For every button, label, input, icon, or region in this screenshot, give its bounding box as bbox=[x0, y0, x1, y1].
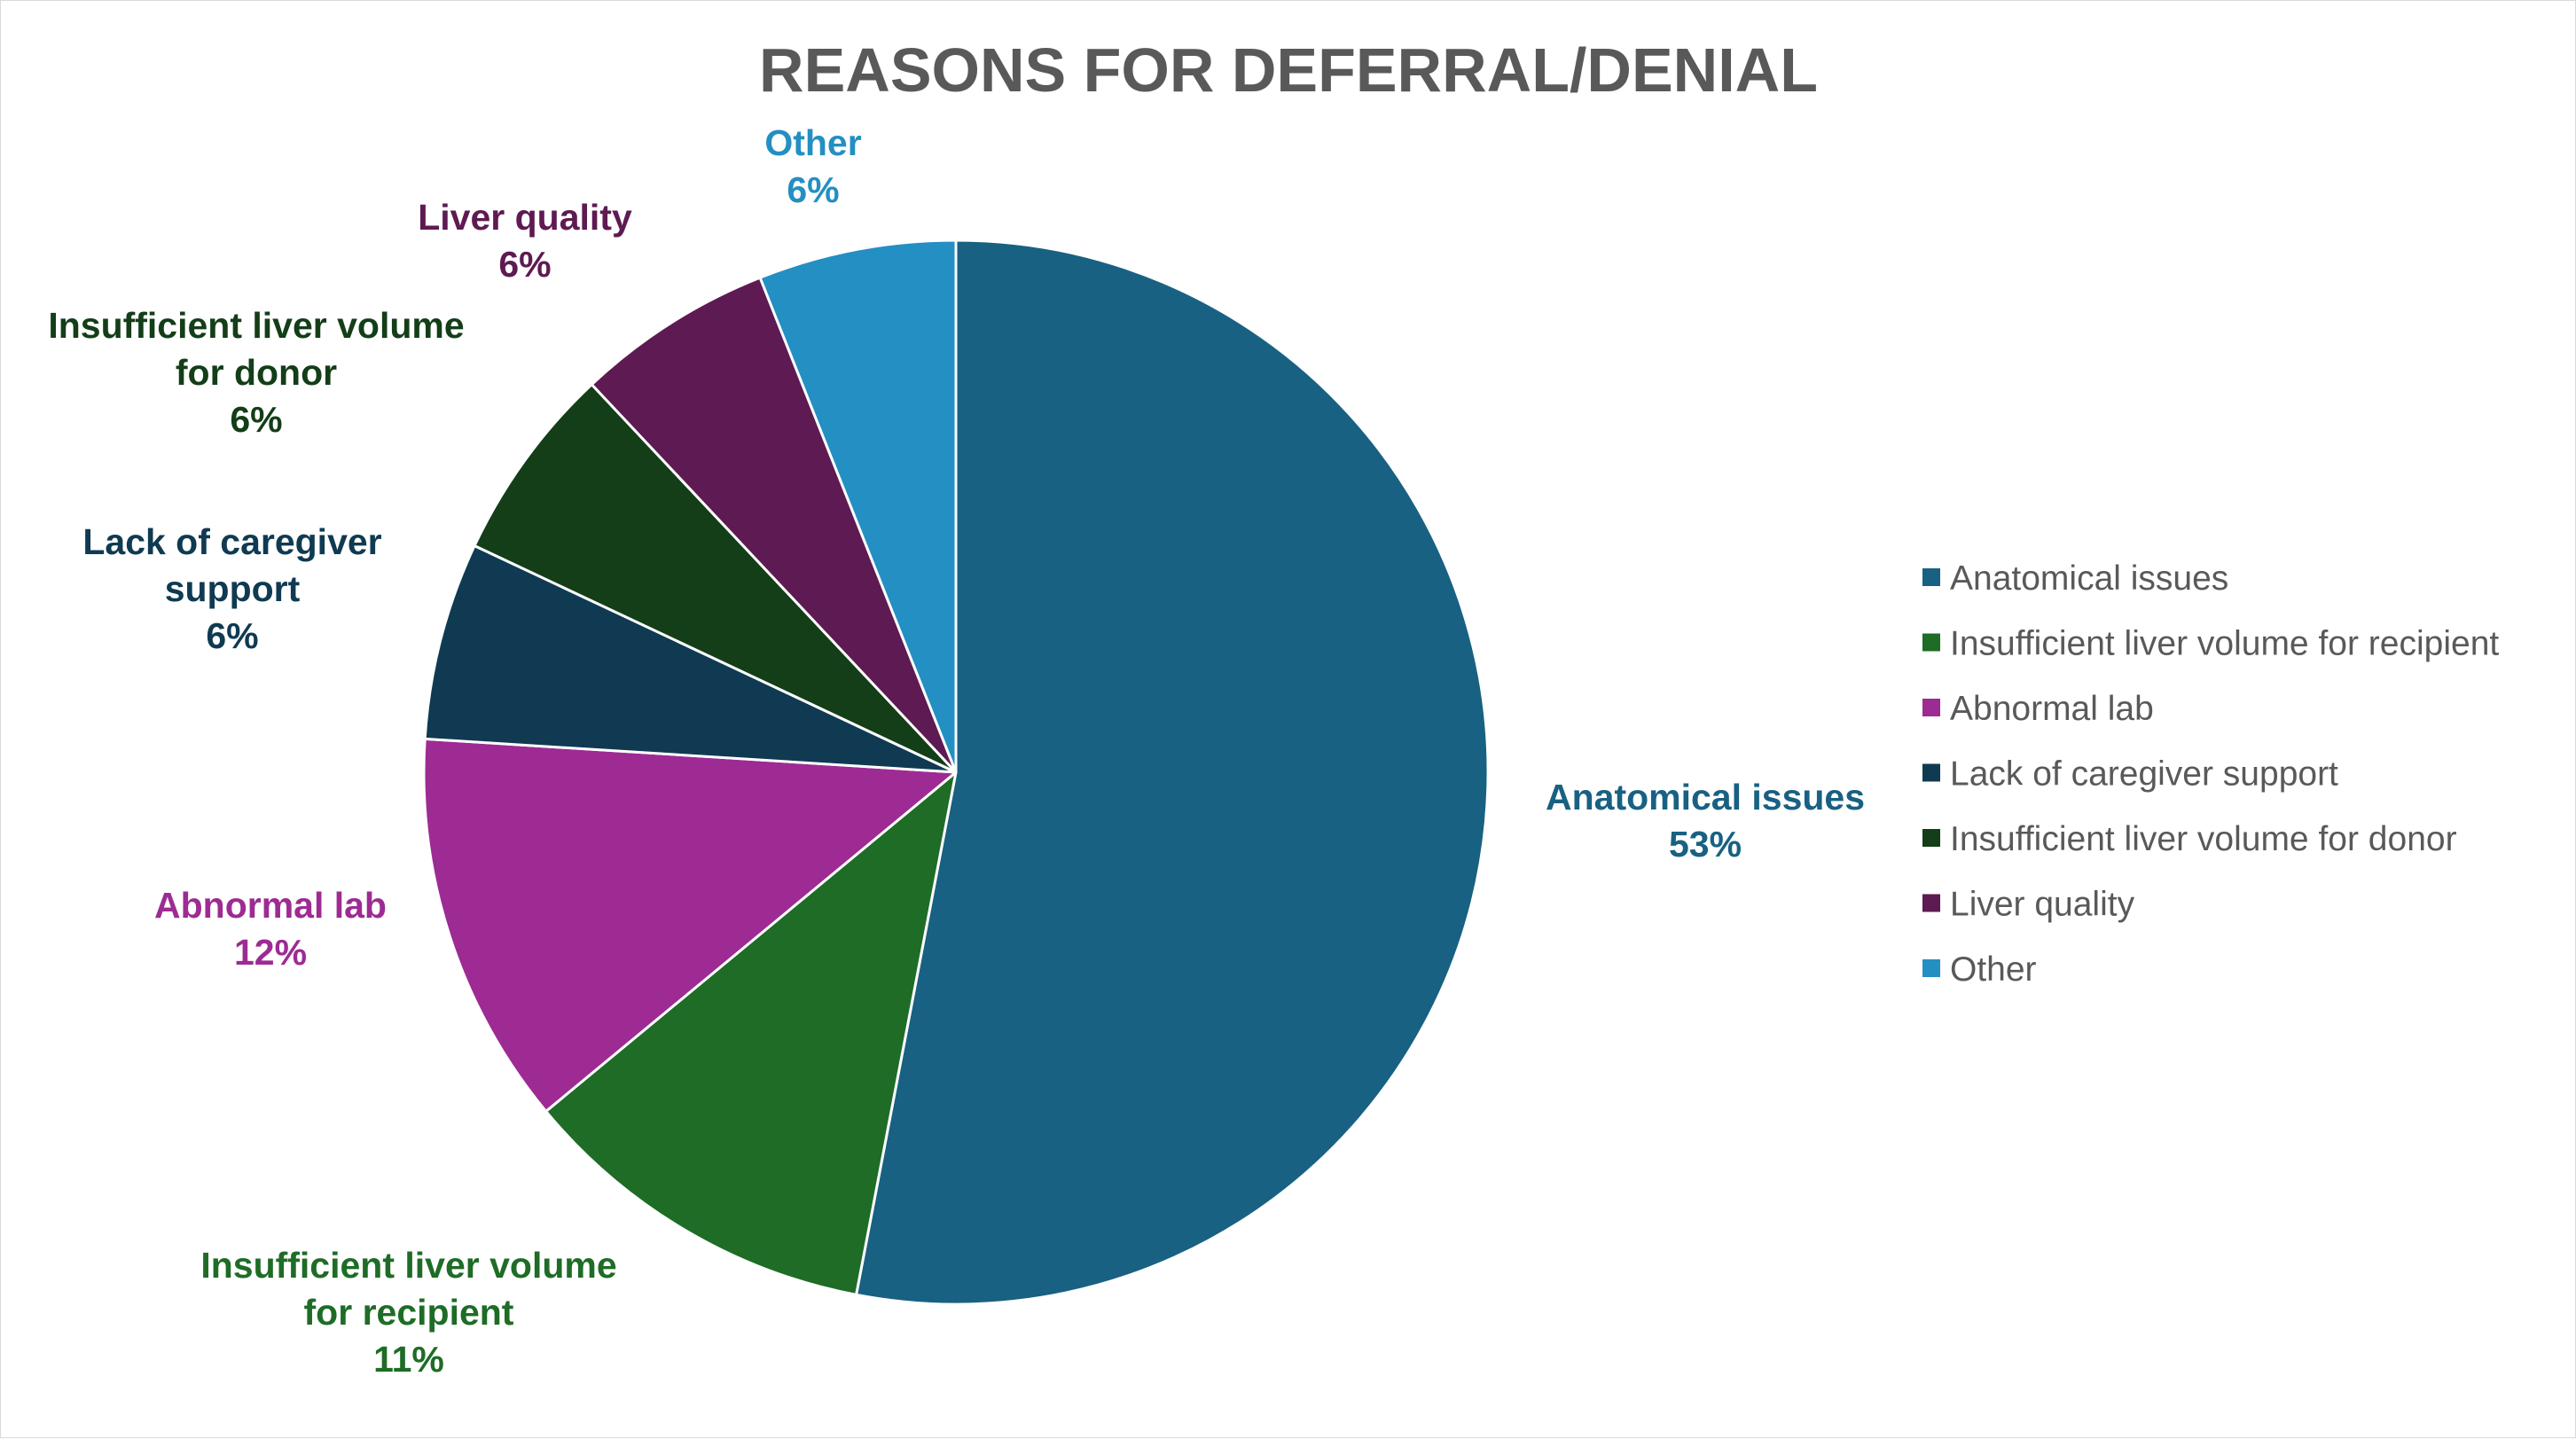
legend-swatch bbox=[1922, 699, 1940, 716]
legend-item-liver-quality: Liver quality bbox=[1922, 886, 2135, 924]
data-label-category: for recipient bbox=[304, 1292, 514, 1333]
data-label-value: 6% bbox=[787, 169, 839, 210]
legend-swatch bbox=[1922, 959, 1940, 977]
legend-swatch bbox=[1922, 894, 1940, 912]
legend-item-anatomical: Anatomical issues bbox=[1922, 559, 2228, 598]
pie-slice-anatomical bbox=[855, 239, 1490, 1306]
legend-item-volume-recipient: Insufficient liver volume for recipient bbox=[1922, 625, 2499, 663]
pie-slice-abnormal-lab bbox=[422, 737, 958, 1113]
legend-swatch bbox=[1922, 633, 1940, 652]
legend-label: Insufficient liver volume for recipient bbox=[1950, 625, 2499, 663]
pie-slice-other bbox=[758, 239, 958, 774]
data-label-abnormal-lab: Abnormal lab 12% bbox=[154, 885, 387, 973]
data-label-liver-quality: Liver quality 6% bbox=[418, 197, 632, 285]
legend-label: Anatomical issues bbox=[1950, 559, 2228, 598]
data-label-value: 6% bbox=[230, 399, 282, 440]
legend-item-caregiver: Lack of caregiver support bbox=[1922, 755, 2338, 794]
data-label-value: 6% bbox=[206, 615, 258, 656]
legend-label: Lack of caregiver support bbox=[1950, 755, 2338, 794]
data-label-caregiver: Lack of caregiver support 6% bbox=[82, 521, 381, 656]
data-label-category: Liver quality bbox=[418, 197, 632, 238]
legend-label: Other bbox=[1950, 950, 2037, 989]
pie-slice-volume-donor bbox=[473, 383, 958, 774]
legend-swatch bbox=[1922, 568, 1940, 586]
legend-swatch bbox=[1922, 829, 1940, 847]
data-label-volume-recipient: Insufficient liver volume for recipient 11… bbox=[200, 1245, 616, 1380]
data-label-category: Insufficient liver volume bbox=[48, 305, 464, 346]
data-label-category: Anatomical issues bbox=[1546, 777, 1865, 817]
legend-item-other: Other bbox=[1922, 950, 2037, 989]
data-label-value: 6% bbox=[498, 244, 551, 285]
data-label-value: 53% bbox=[1669, 824, 1742, 864]
data-label-anatomical: Anatomical issues 53% bbox=[1546, 777, 1865, 864]
legend-label: Abnormal lab bbox=[1950, 690, 2154, 728]
legend-swatch bbox=[1922, 763, 1940, 782]
data-label-other: Other 6% bbox=[764, 122, 861, 210]
pie-slice-caregiver bbox=[423, 544, 958, 774]
chart-title: REASONS FOR DEFERRAL/DENIAL bbox=[759, 35, 1818, 105]
legend-label: Insufficient liver volume for donor bbox=[1950, 820, 2457, 858]
data-label-volume-donor: Insufficient liver volume for donor 6% bbox=[48, 305, 464, 440]
pie-slice-volume-recipient bbox=[544, 770, 958, 1296]
pie-slice-liver-quality bbox=[590, 276, 958, 774]
data-label-category: Abnormal lab bbox=[154, 885, 387, 926]
data-label-category: Lack of caregiver bbox=[82, 521, 381, 562]
legend: Anatomical issues Insufficient liver volu… bbox=[1922, 559, 2499, 989]
data-label-category: for donor bbox=[176, 352, 337, 393]
legend-item-volume-donor: Insufficient liver volume for donor bbox=[1922, 820, 2457, 858]
data-label-value: 12% bbox=[234, 932, 307, 973]
data-label-category: Other bbox=[764, 122, 861, 163]
data-label-value: 11% bbox=[373, 1339, 444, 1380]
legend-item-abnormal-lab: Abnormal lab bbox=[1922, 690, 2154, 728]
data-label-category: support bbox=[165, 568, 301, 609]
data-labels: Anatomical issues 53% Insufficient liver v… bbox=[48, 122, 1865, 1380]
legend-label: Liver quality bbox=[1950, 886, 2135, 924]
pie-slices bbox=[422, 239, 1490, 1306]
data-label-category: Insufficient liver volume bbox=[200, 1245, 616, 1286]
